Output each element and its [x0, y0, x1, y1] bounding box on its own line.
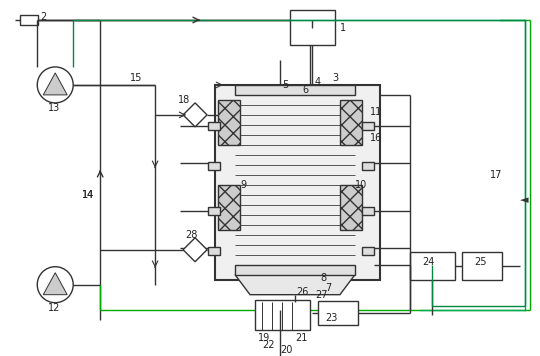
Bar: [410, 252, 455, 280]
Bar: [290, 10, 335, 45]
Text: 1: 1: [340, 23, 346, 33]
Text: 19: 19: [258, 333, 270, 342]
Polygon shape: [43, 73, 67, 95]
Bar: [340, 100, 362, 145]
Bar: [362, 207, 374, 215]
Text: 4: 4: [315, 77, 321, 87]
Bar: [362, 162, 374, 170]
Text: 22: 22: [262, 340, 274, 350]
Polygon shape: [43, 273, 67, 295]
Bar: [208, 247, 220, 255]
Text: 8: 8: [320, 273, 326, 283]
Text: 21: 21: [295, 333, 307, 342]
Text: 17: 17: [490, 170, 502, 180]
Text: 2: 2: [40, 12, 46, 22]
Text: 25: 25: [474, 257, 487, 267]
Polygon shape: [183, 238, 207, 262]
Bar: [235, 85, 355, 95]
Circle shape: [37, 267, 73, 303]
Text: 24: 24: [422, 257, 434, 267]
Text: 11: 11: [370, 107, 382, 117]
Circle shape: [37, 67, 73, 103]
Bar: [208, 207, 220, 215]
Bar: [21, 15, 38, 25]
Text: 28: 28: [185, 230, 198, 240]
Text: 3: 3: [332, 73, 338, 83]
Bar: [318, 301, 358, 325]
Text: 9: 9: [240, 180, 246, 190]
Text: 14: 14: [82, 190, 94, 200]
Bar: [462, 252, 502, 280]
Text: 12: 12: [48, 303, 60, 313]
Text: 16: 16: [370, 133, 382, 143]
Bar: [215, 85, 380, 280]
Text: ◄: ◄: [519, 195, 528, 205]
Text: 13: 13: [48, 103, 60, 113]
Text: 15: 15: [130, 73, 143, 83]
Bar: [208, 122, 220, 130]
Bar: [235, 265, 355, 275]
Polygon shape: [235, 275, 355, 295]
Polygon shape: [183, 103, 207, 127]
Text: 7: 7: [325, 283, 331, 293]
Text: 10: 10: [355, 180, 367, 190]
Bar: [255, 300, 310, 330]
Bar: [208, 162, 220, 170]
Text: 14: 14: [82, 190, 94, 200]
Text: 20: 20: [280, 345, 292, 355]
Text: 6: 6: [302, 85, 308, 95]
Text: 23: 23: [325, 313, 338, 323]
Bar: [362, 122, 374, 130]
Bar: [218, 100, 240, 145]
Text: 18: 18: [178, 95, 190, 105]
Text: 27: 27: [315, 290, 327, 300]
Bar: [218, 185, 240, 230]
Text: 5: 5: [282, 80, 288, 90]
Text: 26: 26: [296, 287, 308, 297]
Bar: [362, 247, 374, 255]
Bar: [340, 185, 362, 230]
